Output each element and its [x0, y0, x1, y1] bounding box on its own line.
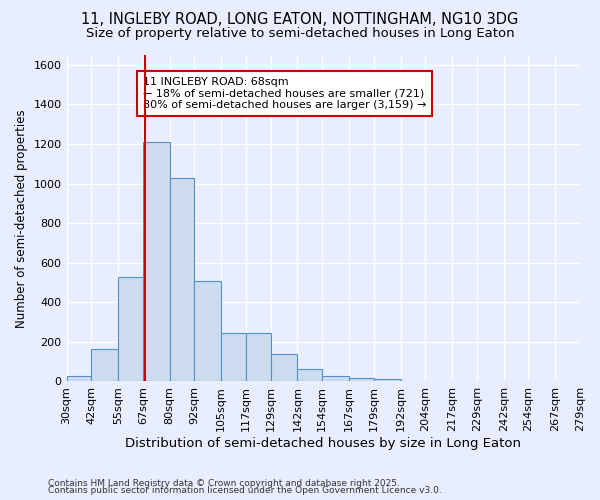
Bar	[271, 354, 298, 382]
Y-axis label: Number of semi-detached properties: Number of semi-detached properties	[15, 109, 28, 328]
Bar	[118, 276, 143, 382]
Bar	[246, 333, 271, 382]
Bar	[221, 333, 246, 382]
X-axis label: Distribution of semi-detached houses by size in Long Eaton: Distribution of semi-detached houses by …	[125, 437, 521, 450]
Bar	[91, 349, 118, 382]
Bar	[322, 376, 349, 382]
Text: 11, INGLEBY ROAD, LONG EATON, NOTTINGHAM, NG10 3DG: 11, INGLEBY ROAD, LONG EATON, NOTTINGHAM…	[82, 12, 518, 28]
Bar	[143, 142, 170, 382]
Bar	[67, 376, 91, 382]
Text: Contains HM Land Registry data © Crown copyright and database right 2025.: Contains HM Land Registry data © Crown c…	[48, 478, 400, 488]
Bar	[298, 368, 322, 382]
Bar	[170, 178, 194, 382]
Text: 11 INGLEBY ROAD: 68sqm
← 18% of semi-detached houses are smaller (721)
80% of se: 11 INGLEBY ROAD: 68sqm ← 18% of semi-det…	[143, 77, 426, 110]
Bar	[374, 380, 401, 382]
Text: Size of property relative to semi-detached houses in Long Eaton: Size of property relative to semi-detach…	[86, 28, 514, 40]
Bar	[194, 280, 221, 382]
Text: Contains public sector information licensed under the Open Government Licence v3: Contains public sector information licen…	[48, 486, 442, 495]
Bar	[349, 378, 374, 382]
